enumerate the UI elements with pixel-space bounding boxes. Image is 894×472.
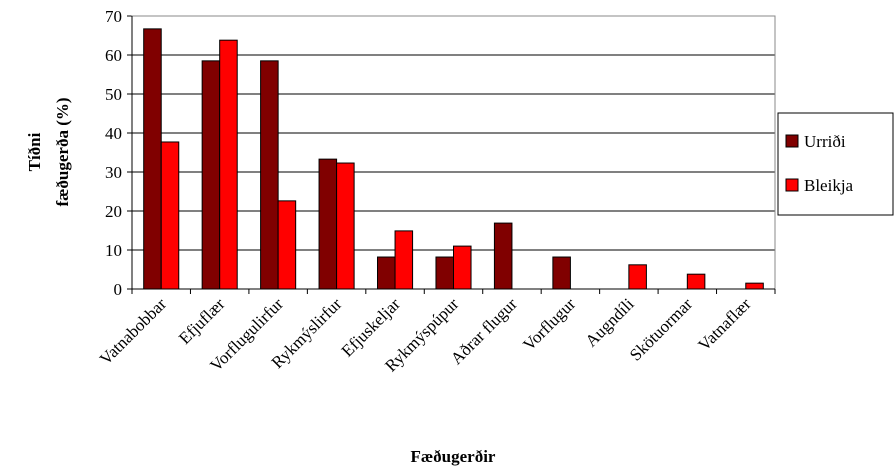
legend-box xyxy=(777,112,894,216)
x-tick-label: Augndíli xyxy=(582,294,638,350)
bar xyxy=(160,141,180,290)
bar xyxy=(318,158,338,290)
x-tick-label: Skötuormar xyxy=(626,294,696,364)
x-axis-title: Fæðugerðir xyxy=(411,447,496,466)
x-tick-label: Vorflugur xyxy=(519,294,579,354)
bar xyxy=(493,222,513,290)
y-axis-title-line: Tíðni xyxy=(25,132,44,171)
y-axis-title-line: fæðugerða (%) xyxy=(53,97,72,206)
bar xyxy=(277,200,297,290)
bar xyxy=(745,282,764,290)
x-tick-label: Vatnabobbar xyxy=(96,294,170,368)
bar xyxy=(377,256,396,290)
y-tick-label: 30 xyxy=(105,163,122,182)
y-tick-label: 40 xyxy=(105,124,122,143)
bar xyxy=(435,256,454,290)
bar xyxy=(260,60,279,290)
bar xyxy=(552,256,571,290)
y-tick-label: 50 xyxy=(105,85,122,104)
bar xyxy=(453,245,472,290)
bar xyxy=(219,39,238,290)
x-tick-label: Efjuflær xyxy=(175,294,229,348)
legend-swatch xyxy=(785,178,799,192)
y-tick-label: 0 xyxy=(114,280,123,299)
bar xyxy=(336,162,355,290)
legend-label: Bleikja xyxy=(804,176,854,195)
y-tick-label: 70 xyxy=(105,7,122,26)
legend-swatch xyxy=(785,134,799,148)
y-tick-label: 10 xyxy=(105,241,122,260)
y-tick-label: 20 xyxy=(105,202,122,221)
bar xyxy=(143,28,162,290)
legend-label: Urriði xyxy=(804,132,846,151)
bar xyxy=(628,264,647,290)
y-axis-title: Tíðni fæðugerða (%) xyxy=(25,97,72,206)
y-tick-label: 60 xyxy=(105,46,122,65)
x-tick-label: Vatnaflær xyxy=(694,294,754,354)
bar xyxy=(394,230,414,290)
bar xyxy=(201,60,221,290)
bar xyxy=(686,273,706,290)
legend: Urriði Bleikja xyxy=(777,112,894,216)
